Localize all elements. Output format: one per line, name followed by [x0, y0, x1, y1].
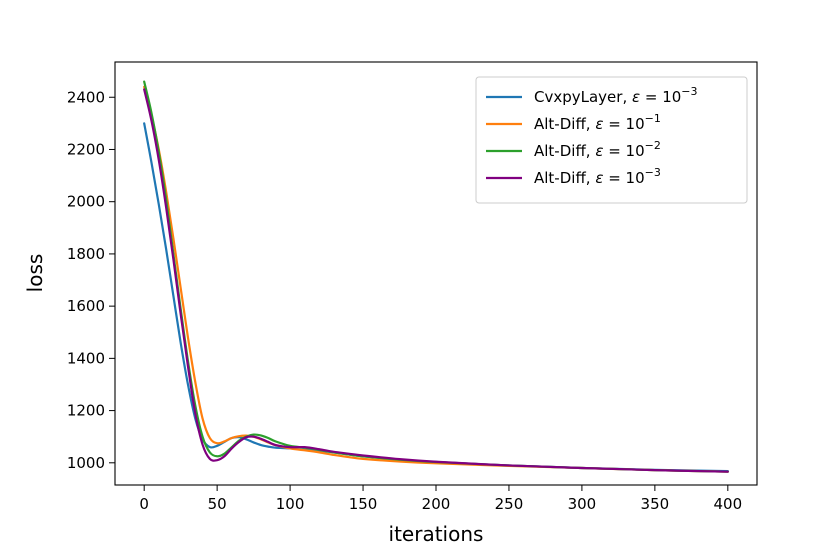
- y-tick-label: 1400: [67, 349, 105, 367]
- y-tick-label: 1200: [67, 402, 105, 420]
- legend-label: Alt-Diff, ε = 10−3: [534, 166, 661, 187]
- x-tick-label: 100: [276, 495, 305, 513]
- x-tick-label: 400: [713, 495, 742, 513]
- x-tick-label: 50: [208, 495, 227, 513]
- y-axis-label: loss: [23, 254, 47, 293]
- series-layer: [143, 80, 729, 473]
- y-tick-label: 1000: [67, 454, 105, 472]
- legend-box: [475, 76, 748, 204]
- x-tick-label: 350: [641, 495, 670, 513]
- x-tick-label: 150: [349, 495, 378, 513]
- y-tick-label: 2200: [67, 140, 105, 158]
- y-tick-label: 2000: [67, 193, 105, 211]
- x-tick-label: 0: [139, 495, 149, 513]
- x-tick-label: 250: [495, 495, 524, 513]
- x-tick-label: 300: [568, 495, 597, 513]
- legend-label: CvxpyLayer, ε = 10−3: [534, 85, 698, 106]
- y-axis-ticks: 1000 1200 1400 1600 1800 2000 2200 2400: [67, 88, 115, 472]
- y-tick-label: 1800: [67, 245, 105, 263]
- series-line-4: [143, 88, 729, 473]
- y-tick-label: 2400: [67, 88, 105, 106]
- x-axis-ticks: 0 50 100 150 200 250 300 350 400: [139, 485, 742, 513]
- y-tick-label: 1600: [67, 297, 105, 315]
- legend-label: Alt-Diff, ε = 10−2: [534, 139, 661, 160]
- x-tick-label: 200: [422, 495, 451, 513]
- legend: CvxpyLayer, ε = 10−3 Alt-Diff, ε = 10−1 Al…: [475, 76, 748, 204]
- x-axis-label: iterations: [389, 522, 484, 546]
- legend-label: Alt-Diff, ε = 10−1: [534, 112, 661, 133]
